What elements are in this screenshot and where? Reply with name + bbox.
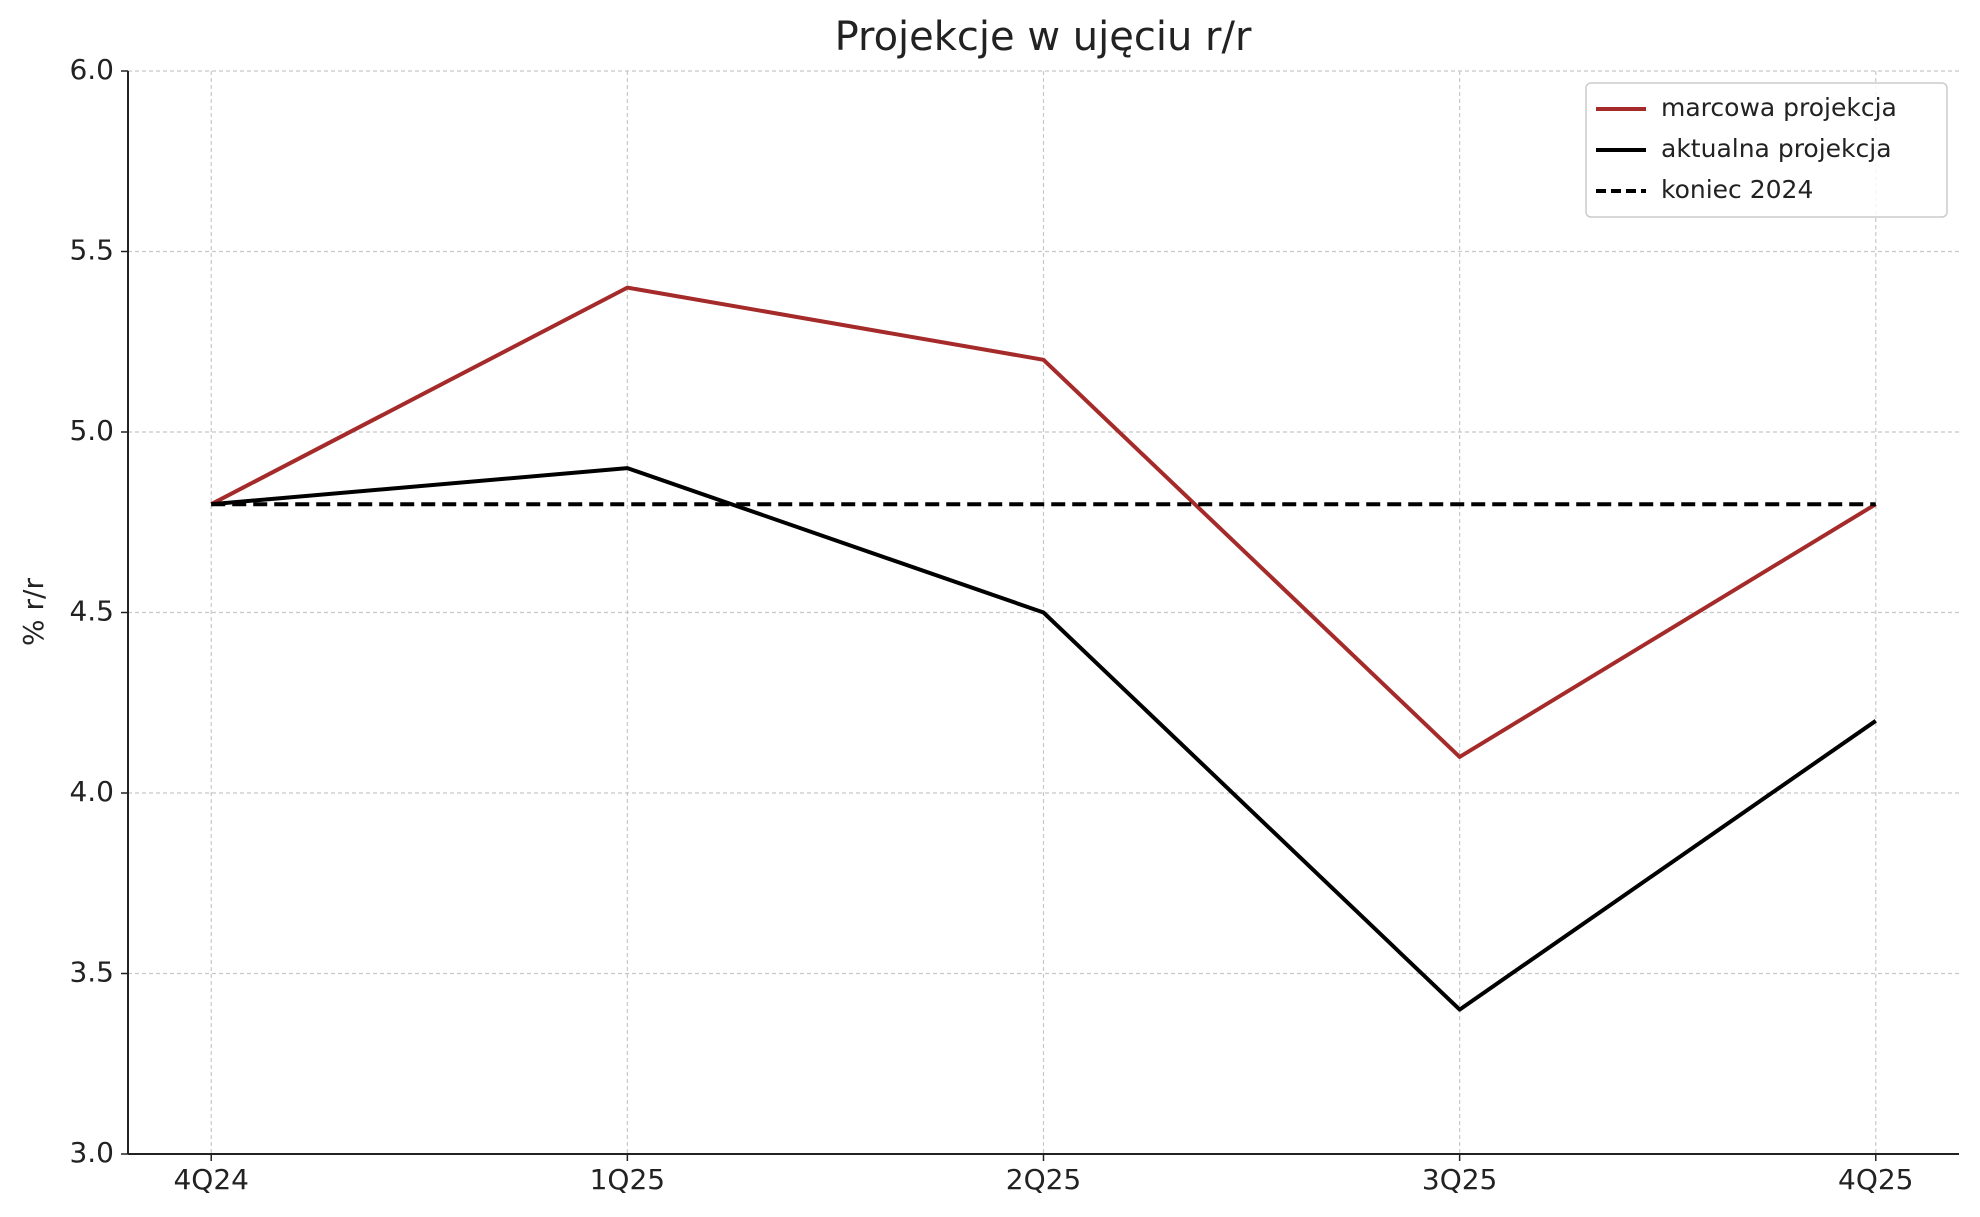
- x-tick-label: 4Q25: [1838, 1163, 1913, 1196]
- y-tick-label: 5.5: [69, 234, 114, 267]
- y-axis-label: % r/r: [17, 578, 50, 646]
- x-tick-label: 3Q25: [1422, 1163, 1497, 1196]
- y-tick-label: 4.0: [69, 775, 114, 808]
- y-tick-label: 3.0: [69, 1136, 114, 1169]
- y-tick-label: 4.5: [69, 595, 114, 628]
- series-line: [210, 285, 1877, 759]
- y-tick-label: 6.0: [69, 53, 114, 86]
- y-tick-label: 5.0: [69, 414, 114, 447]
- x-tick-label: 4Q24: [173, 1163, 248, 1196]
- series-line: [211, 466, 1877, 1012]
- legend-label: koniec 2024: [1661, 175, 1813, 204]
- x-tick-label: 2Q25: [1006, 1163, 1081, 1196]
- legend-label: marcowa projekcja: [1661, 93, 1897, 122]
- legend: marcowa projekcja aktualna projekcja konie…: [1585, 82, 1948, 218]
- y-tick-label: 3.5: [69, 956, 114, 989]
- legend-label: aktualna projekcja: [1661, 134, 1892, 163]
- chart-title: Projekcje w ujęciu r/r: [835, 14, 1252, 60]
- x-tick-label: 1Q25: [590, 1163, 665, 1196]
- legend-box: [1585, 82, 1948, 218]
